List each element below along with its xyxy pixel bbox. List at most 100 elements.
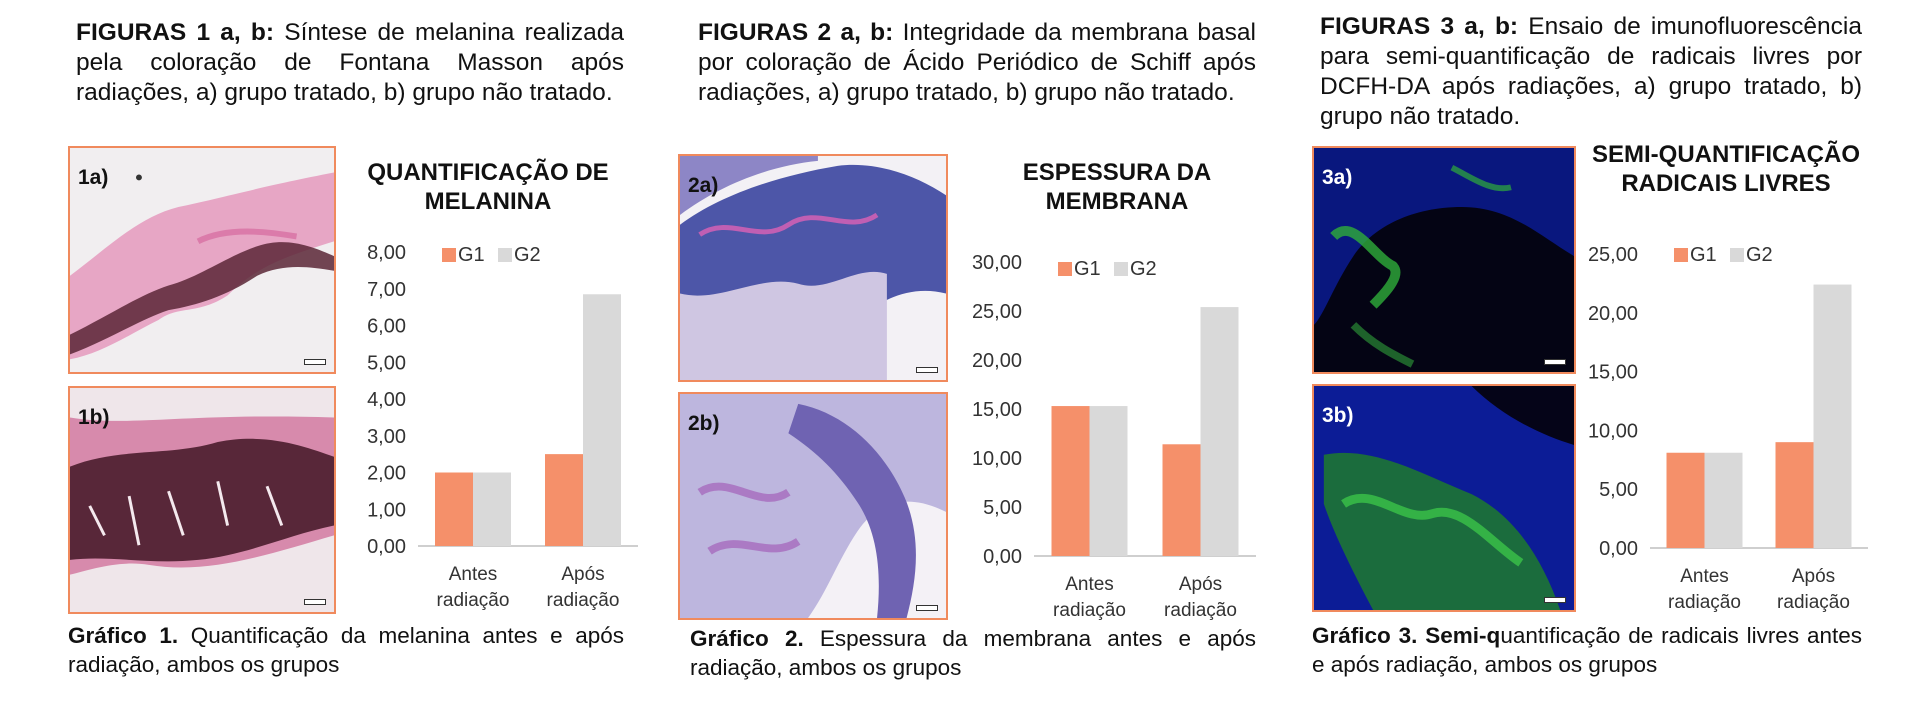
x-tick-label: Antes: [1065, 574, 1114, 595]
legend-swatch-g1: [442, 248, 456, 262]
chart-2: 0,00 5,00 10,00 15,00 20,00 25,00 30,00 Antes ra…: [972, 252, 1256, 621]
chart-1-caption-bold: Gráfico 1.: [68, 623, 179, 648]
bar-g2: [1089, 406, 1128, 556]
legend-swatch-g2: [1114, 262, 1128, 276]
chart-3-caption: Gráfico 3. Semi-quantificação de radicai…: [1312, 621, 1862, 679]
y-tick-label: 2,00: [367, 463, 406, 485]
scale-bar: [916, 605, 938, 611]
y-tick-label: 5,00: [367, 352, 406, 374]
micrograph-3b-label: 3b): [1322, 404, 1354, 427]
legend-label-g1: G1: [1690, 244, 1717, 266]
figure-1-title-bold: FIGURAS 1 a, b:: [76, 19, 275, 46]
chart-1-caption-text: Quantificação da melanina antes e após r…: [68, 623, 624, 677]
y-tick-label: 30,00: [972, 252, 1022, 274]
y-tick-label: 15,00: [1588, 362, 1638, 384]
y-tick-label: 0,00: [983, 546, 1022, 568]
y-tick-label: 15,00: [972, 399, 1022, 421]
x-tick-label: radiação: [1777, 592, 1850, 613]
legend-label-g1: G1: [458, 244, 485, 266]
figure-2-title-text: Integridade da membrana basal por colora…: [698, 19, 1256, 106]
micrograph-1b-label: 1b): [78, 406, 110, 429]
chart-3-title: SEMI-QUANTIFICAÇÃO RADICAIS LIVRES: [1592, 141, 1860, 197]
micrograph-1a-label: 1a): [78, 166, 109, 189]
bar-g2: [473, 472, 511, 546]
y-tick-label: 0,00: [1599, 538, 1638, 560]
x-tick-label: radiação: [1053, 600, 1126, 621]
figure-panel-2: FIGURAS 2 a, b: Integridade da membrana …: [678, 0, 1256, 710]
y-tick-label: 7,00: [367, 279, 406, 301]
chart-1-title: QUANTIFICAÇÃO DE MELANINA: [367, 159, 609, 215]
legend-label-g1: G1: [1074, 258, 1101, 280]
x-tick-label: radiação: [1668, 592, 1741, 613]
legend-swatch-g1: [1058, 262, 1072, 276]
figure-3-title-text: Ensaio de imunofluorescência para semi-q…: [1320, 13, 1862, 130]
y-tick-label: 10,00: [1588, 420, 1638, 442]
y-tick-label: 4,00: [367, 389, 406, 411]
y-tick-label: 6,00: [367, 316, 406, 338]
bar-g1: [1051, 406, 1090, 556]
y-tick-label: 0,00: [367, 536, 406, 558]
legend-swatch-g2: [1730, 248, 1744, 262]
x-tick-label: radiação: [1164, 600, 1237, 621]
y-tick-label: 8,00: [367, 242, 406, 264]
bar-g2: [1813, 284, 1852, 548]
micrograph-2b-image: [680, 394, 946, 618]
micrograph-2a: 2a): [678, 154, 948, 382]
legend-swatch-g1: [1674, 248, 1688, 262]
scale-bar: [1544, 359, 1566, 365]
legend-label-g2: G2: [514, 244, 541, 266]
chart-3-caption-text: uantificação de radicais livres antes e …: [1312, 623, 1862, 677]
chart-2-caption: Gráfico 2. Espessura da membrana antes e…: [690, 624, 1256, 682]
bar-g1: [1775, 442, 1814, 548]
scale-bar: [304, 599, 326, 605]
legend-swatch-g2: [498, 248, 512, 262]
chart-1: 0,00 1,00 2,00 3,00 4,00 5,00 6,00 7,00 8,00 Ante…: [367, 242, 638, 611]
x-tick-label: Após: [1179, 574, 1222, 595]
micrograph-1b: 1b): [68, 386, 336, 614]
x-tick-label: radiação: [547, 590, 620, 611]
y-tick-label: 5,00: [1599, 479, 1638, 501]
bar-g1: [435, 472, 473, 546]
scale-bar: [916, 367, 938, 373]
legend-label-g2: G2: [1746, 244, 1773, 266]
micrograph-1a: 1a): [68, 146, 336, 374]
chart-3: 0,00 5,00 10,00 15,00 20,00 25,00 Antes radiaçã…: [1588, 244, 1868, 613]
micrograph-2b-label: 2b): [688, 412, 720, 435]
y-tick-label: 10,00: [972, 448, 1022, 470]
x-tick-label: Após: [561, 564, 604, 585]
x-tick-label: Após: [1792, 566, 1835, 587]
y-tick-label: 25,00: [972, 301, 1022, 323]
figure-1-title: FIGURAS 1 a, b: Síntese de melanina real…: [76, 18, 624, 108]
micrograph-3b-image: [1314, 386, 1574, 610]
bar-g2: [583, 294, 621, 546]
figure-panel-3: FIGURAS 3 a, b: Ensaio de imunofluorescê…: [1312, 0, 1868, 710]
micrograph-2a-label: 2a): [688, 174, 719, 197]
figure-2-title: FIGURAS 2 a, b: Integridade da membrana …: [698, 18, 1256, 108]
y-tick-label: 20,00: [972, 350, 1022, 372]
scale-bar: [1544, 597, 1566, 603]
chart-2-title: ESPESSURA DA MEMBRANA: [1022, 159, 1212, 215]
scale-bar: [304, 359, 326, 365]
x-tick-label: Antes: [1680, 566, 1729, 587]
bar-g2: [1704, 452, 1743, 548]
figure-panel-1: FIGURAS 1 a, b: Síntese de melanina real…: [68, 0, 638, 710]
bar-g1: [1162, 444, 1201, 556]
x-tick-label: Antes: [449, 564, 498, 585]
micrograph-3b: 3b): [1312, 384, 1576, 612]
y-tick-label: 20,00: [1588, 303, 1638, 325]
y-tick-label: 1,00: [367, 499, 406, 521]
chart-3-caption-bold: Gráfico 3. Semi-q: [1312, 623, 1501, 648]
bar-g1: [1666, 452, 1705, 548]
figure-1-title-text: Síntese de melanina realizada pela color…: [76, 19, 624, 106]
chart-2-caption-bold: Gráfico 2.: [690, 626, 804, 651]
micrograph-2b: 2b): [678, 392, 948, 620]
micrograph-1a-image: [70, 148, 334, 372]
y-tick-label: 25,00: [1588, 244, 1638, 266]
chart-2-caption-text: Espessura da membrana antes e após radia…: [690, 626, 1256, 680]
figure-2-title-bold: FIGURAS 2 a, b:: [698, 19, 894, 46]
bar-g2: [1200, 307, 1239, 556]
micrograph-3a: 3a): [1312, 146, 1576, 374]
micrograph-3a-label: 3a): [1322, 166, 1353, 189]
x-tick-label: radiação: [437, 590, 510, 611]
chart-1-caption: Gráfico 1. Quantificação da melanina ant…: [68, 621, 624, 679]
